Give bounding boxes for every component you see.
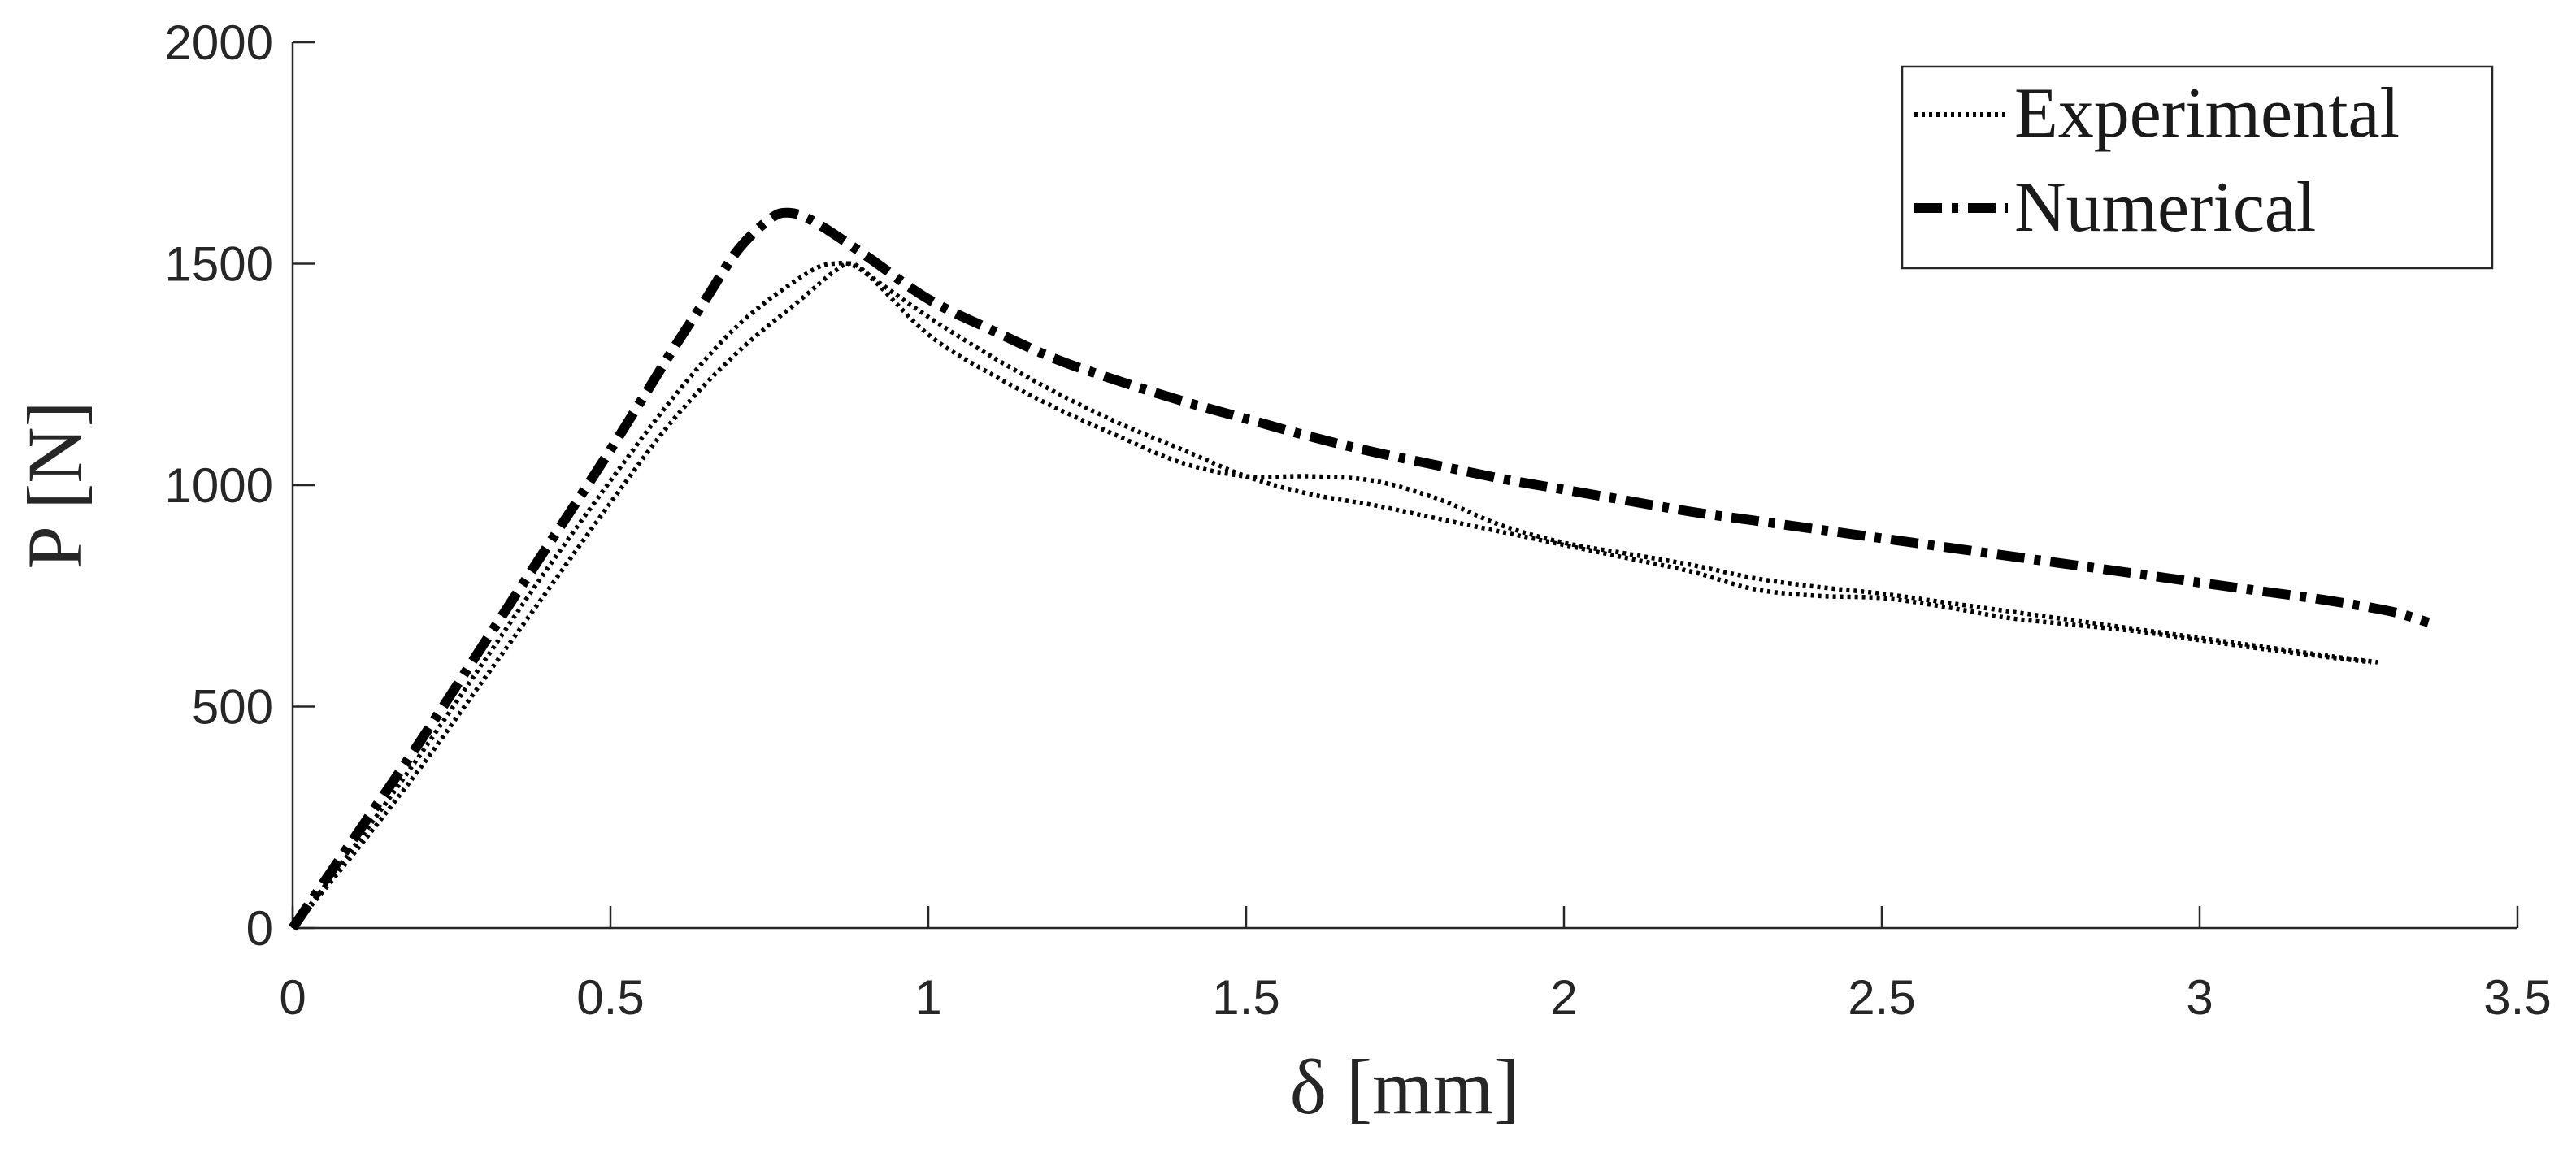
x-tick-label: 2.5: [1848, 970, 1915, 1025]
x-tick-label: 0: [279, 970, 306, 1025]
x-tick-label: 2: [1550, 970, 1577, 1025]
y-tick-label: 2000: [165, 15, 273, 70]
y-tick-label: 1000: [165, 458, 273, 513]
y-tick-label: 500: [192, 680, 273, 735]
x-tick-label: 3.5: [2483, 970, 2551, 1025]
y-tick-label: 1500: [165, 237, 273, 292]
x-tick-label: 1: [914, 970, 941, 1025]
series-line-1: [290, 261, 2372, 930]
x-tick-label: 0.5: [576, 970, 644, 1025]
legend-box: [1901, 65, 2494, 270]
ticks: 0 0.5 1 1.5 2 2.5 3 3.5 0 500 1000 1500 2000: [165, 15, 2552, 1025]
legend: Experimental Numerical: [1901, 65, 2494, 270]
x-tick-label: 1.5: [1212, 970, 1279, 1025]
legend-label-experimental: Experimental: [2014, 74, 2400, 153]
x-tick-label: 3: [2186, 970, 2213, 1025]
series-line-2: [289, 207, 2430, 931]
y-axis-title: P [N]: [11, 401, 98, 569]
series-group: [289, 207, 2430, 931]
legend-label-numerical: Numerical: [2014, 168, 2316, 247]
series-line-0: [290, 260, 2378, 930]
y-tick-label: 0: [246, 901, 273, 956]
x-axis-title: δ [mm]: [1290, 1043, 1520, 1130]
